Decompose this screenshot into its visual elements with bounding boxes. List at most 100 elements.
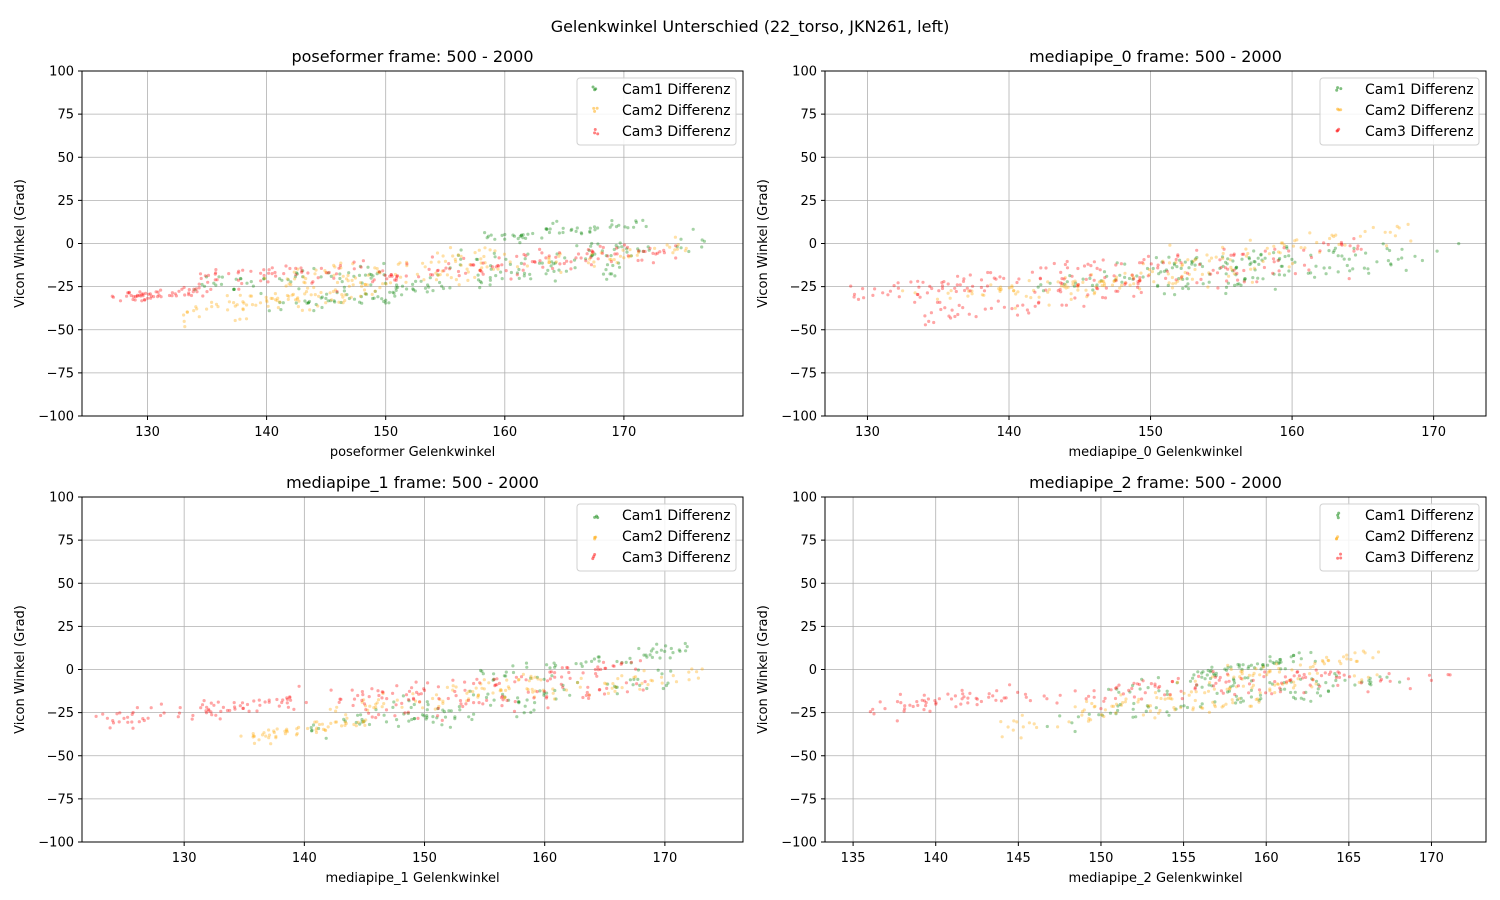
data-point: [1233, 283, 1237, 287]
data-point: [524, 661, 529, 665]
data-point: [359, 265, 363, 269]
data-point: [476, 278, 481, 282]
data-point: [1239, 696, 1243, 700]
data-point: [294, 301, 298, 305]
data-point: [214, 271, 218, 275]
data-point: [1064, 283, 1068, 287]
data-point: [267, 733, 272, 737]
data-point: [1299, 246, 1303, 250]
data-point: [1059, 270, 1063, 274]
data-point: [589, 244, 593, 248]
data-point: [1123, 262, 1127, 266]
x-tick-label: 155: [1171, 851, 1196, 866]
data-point: [522, 262, 526, 266]
data-point: [1279, 667, 1283, 671]
data-point: [212, 281, 216, 285]
data-point: [391, 705, 395, 710]
data-point: [266, 304, 270, 308]
data-point: [370, 687, 374, 691]
data-point: [381, 269, 385, 273]
data-point: [489, 703, 493, 707]
data-point: [458, 263, 462, 267]
data-point: [559, 682, 563, 686]
data-point: [1227, 679, 1231, 683]
y-tick-label: 75: [57, 108, 74, 123]
data-point: [451, 678, 455, 682]
data-point: [873, 287, 877, 291]
data-point: [648, 653, 652, 657]
data-point: [511, 670, 516, 675]
data-point: [360, 281, 364, 285]
data-point: [517, 677, 521, 682]
data-point: [1229, 665, 1233, 669]
data-point: [636, 247, 640, 251]
data-point: [1273, 680, 1277, 684]
data-point: [162, 711, 166, 715]
data-point: [598, 688, 602, 692]
data-point: [1128, 283, 1132, 287]
data-point: [590, 659, 594, 664]
data-point: [1268, 670, 1272, 674]
data-point: [1094, 285, 1098, 289]
data-point: [292, 270, 296, 274]
data-point: [1308, 683, 1312, 687]
data-point: [472, 701, 476, 705]
data-point: [1045, 724, 1049, 729]
data-point: [588, 257, 592, 261]
data-point: [130, 720, 134, 724]
data-point: [1231, 677, 1236, 681]
data-point: [1249, 261, 1253, 265]
data-point: [1066, 285, 1070, 289]
data-point: [665, 243, 669, 247]
data-point: [473, 251, 477, 255]
data-point: [611, 664, 615, 668]
data-point: [389, 273, 393, 277]
data-point: [536, 677, 540, 681]
data-point: [1299, 657, 1303, 661]
data-point: [447, 262, 451, 266]
legend-marker: [1335, 537, 1339, 541]
data-point: [1086, 293, 1090, 297]
data-point: [1337, 659, 1342, 663]
data-point: [141, 717, 145, 721]
data-point: [426, 703, 430, 707]
data-point: [982, 289, 987, 293]
data-point: [1115, 687, 1119, 691]
data-point: [437, 704, 441, 709]
data-point: [1328, 266, 1332, 270]
data-point: [908, 703, 912, 707]
data-point: [1156, 263, 1160, 267]
data-point: [215, 278, 219, 282]
data-point: [308, 308, 312, 312]
data-point: [405, 287, 409, 291]
data-point: [1139, 290, 1143, 295]
data-point: [312, 309, 316, 313]
data-point: [1257, 698, 1261, 702]
data-point: [371, 274, 375, 278]
data-point: [530, 687, 534, 691]
data-point: [1231, 701, 1235, 705]
data-point: [546, 706, 550, 710]
data-point: [131, 710, 135, 715]
data-point: [1145, 704, 1149, 708]
data-point: [1208, 676, 1213, 681]
data-point: [515, 273, 519, 277]
data-point: [419, 692, 423, 696]
data-point: [691, 227, 695, 231]
data-point: [1059, 290, 1063, 294]
data-point: [1195, 683, 1199, 687]
data-point: [532, 695, 537, 699]
data-point: [1291, 244, 1296, 248]
data-point: [985, 284, 990, 288]
data-point: [646, 683, 650, 687]
data-point: [1159, 696, 1163, 701]
data-point: [440, 718, 444, 723]
data-point: [214, 302, 219, 306]
data-point: [302, 280, 306, 284]
data-point: [1337, 671, 1341, 675]
data-point: [307, 299, 312, 304]
data-point: [1272, 251, 1276, 255]
data-point: [294, 266, 298, 270]
data-point: [562, 688, 566, 692]
data-point: [1085, 699, 1089, 704]
